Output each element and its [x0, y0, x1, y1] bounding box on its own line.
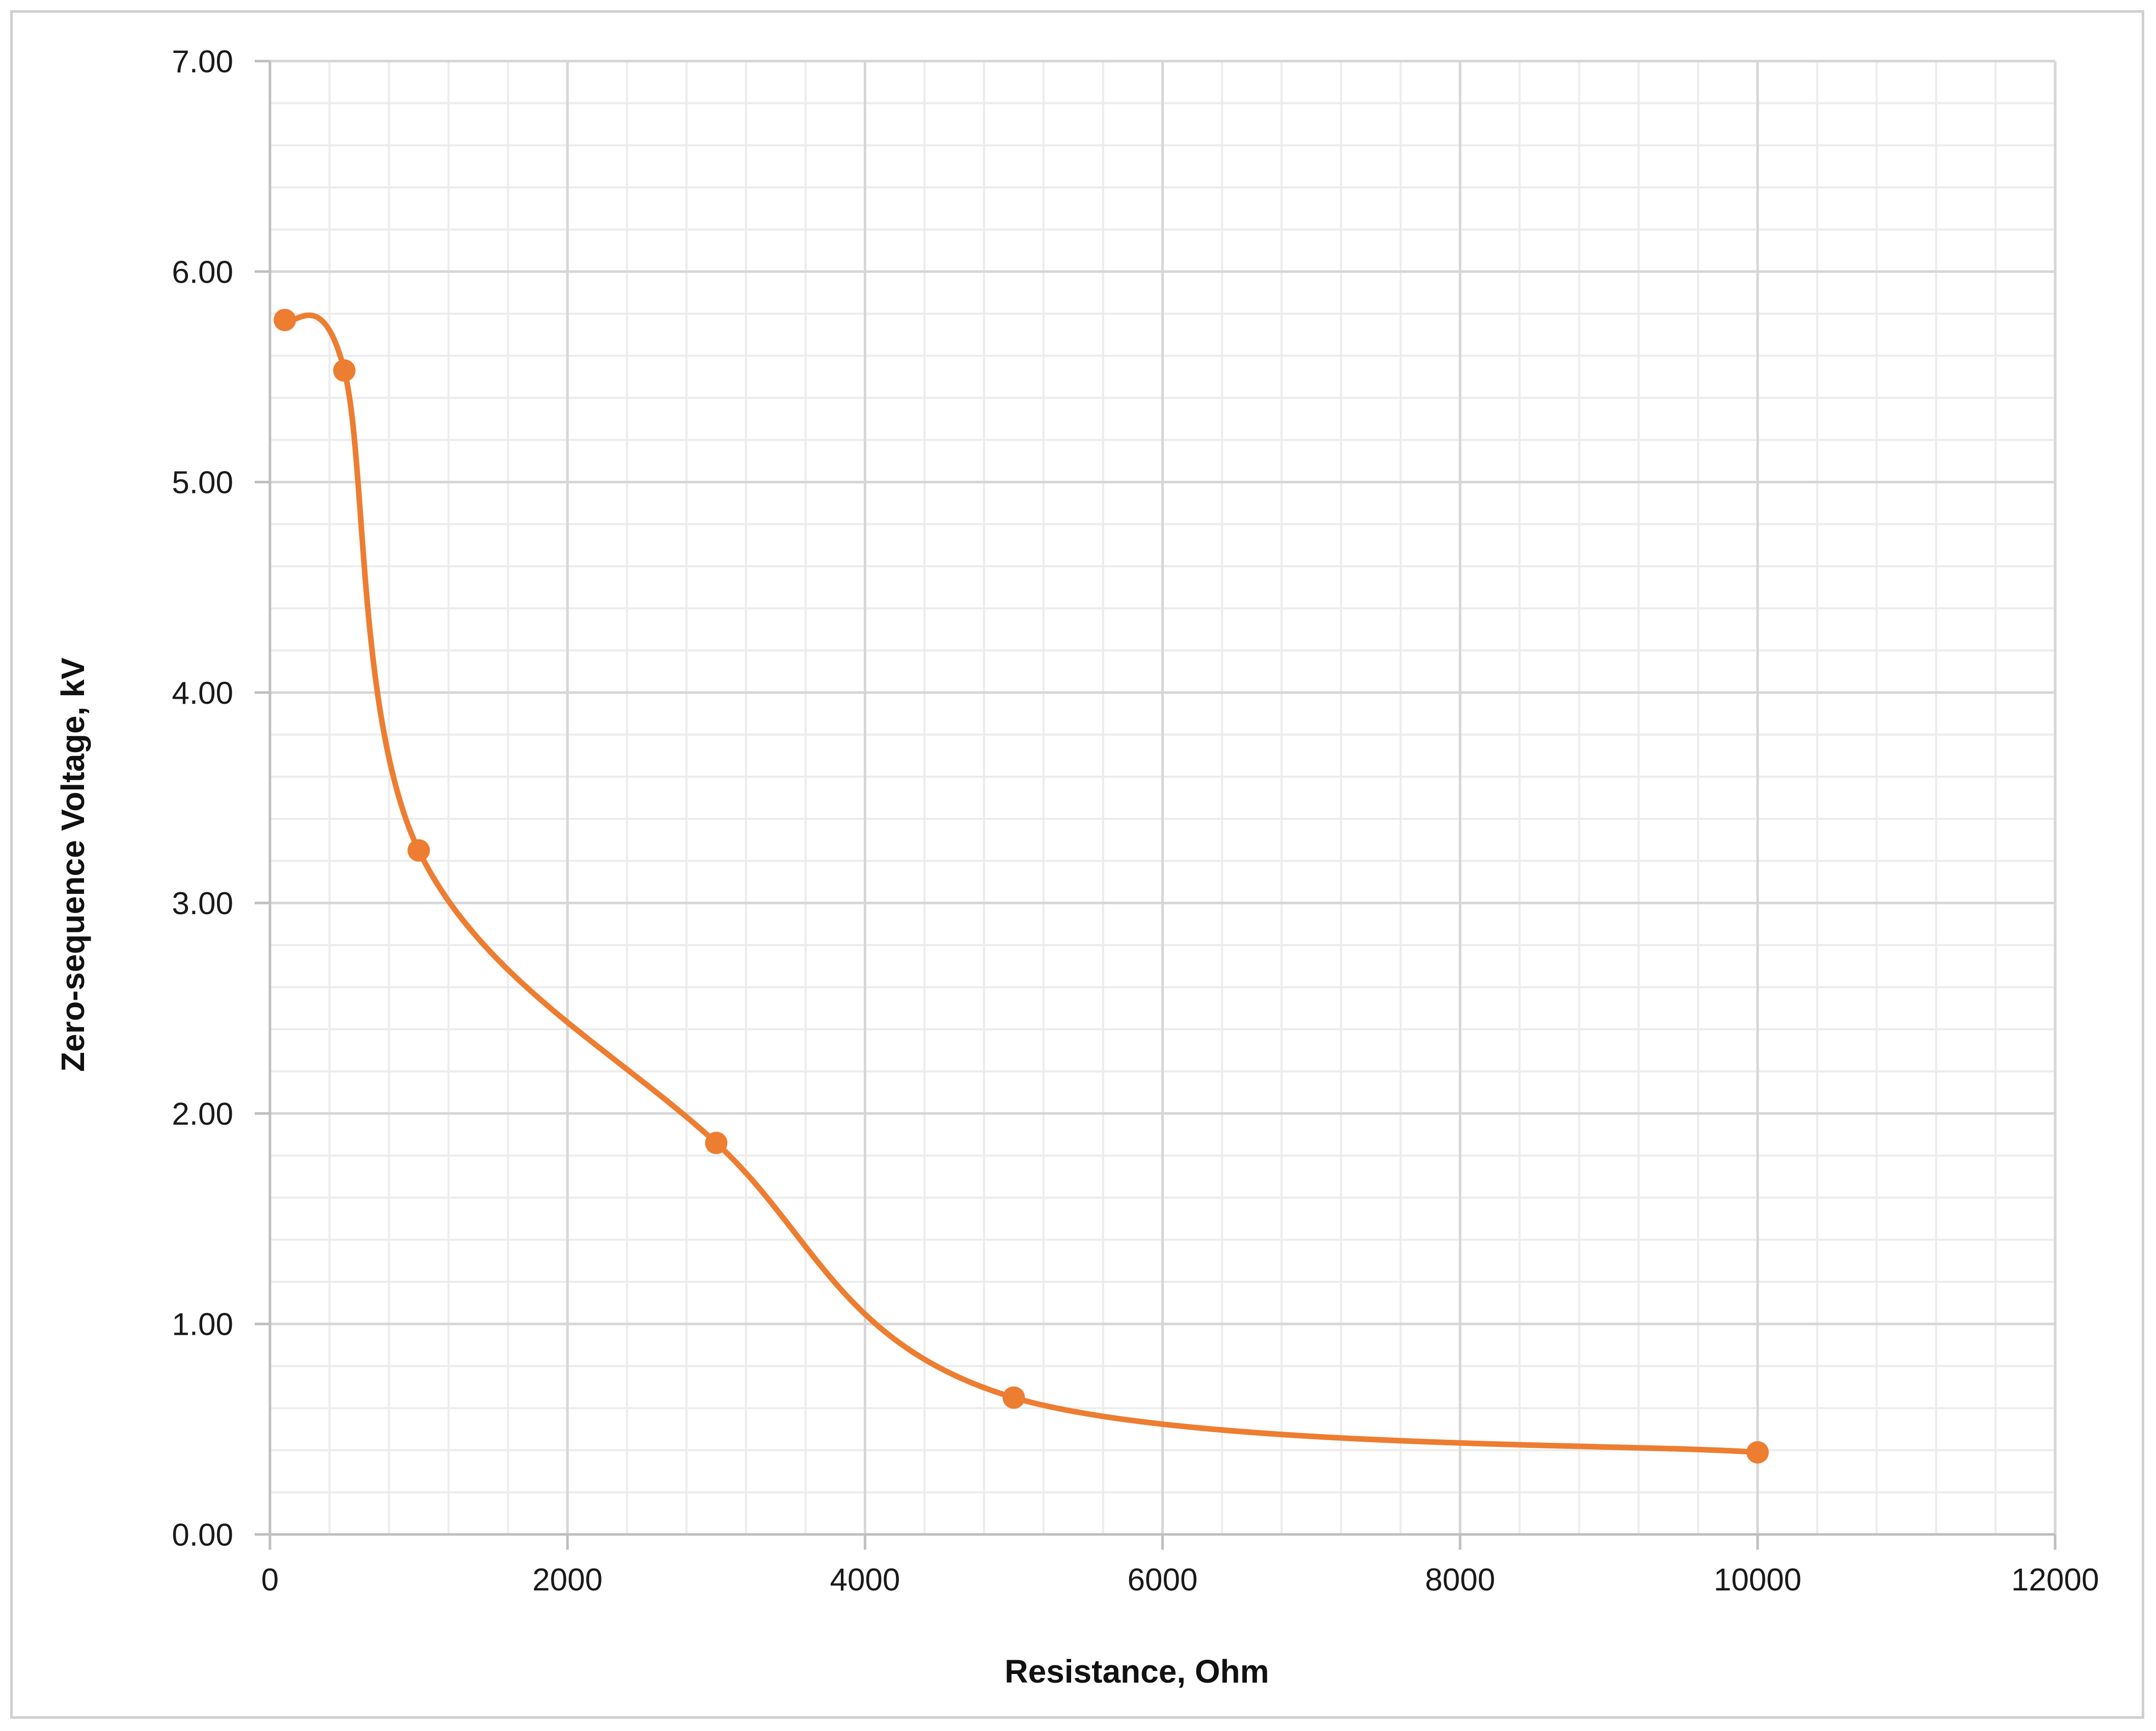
x-tick-label: 2000 — [532, 1562, 603, 1598]
data-point — [407, 839, 430, 862]
y-tick-label: 4.00 — [172, 676, 233, 711]
chart-frame — [10, 10, 2144, 1719]
data-point — [1002, 1386, 1025, 1409]
data-point — [705, 1132, 728, 1155]
y-tick-label: 0.00 — [172, 1518, 233, 1553]
y-tick-label: 5.00 — [172, 465, 233, 501]
y-tick-label: 7.00 — [172, 44, 233, 79]
axes — [255, 60, 2057, 1550]
x-tick-label: 12000 — [2011, 1562, 2099, 1598]
series-line — [282, 312, 1761, 1455]
x-tick-labels: 0 2000 4000 6000 8000 10000 12000 — [261, 1562, 2099, 1598]
data-point — [274, 309, 296, 332]
data-point — [333, 359, 356, 382]
y-tick-labels: 0.00 1.00 2.00 3.00 4.00 5.00 6.00 7.00 — [172, 44, 233, 1553]
x-axis-title: Resistance, Ohm — [1004, 1653, 1269, 1690]
y-tick-label: 3.00 — [172, 886, 233, 921]
y-tick-label: 2.00 — [172, 1096, 233, 1132]
major-grid — [270, 60, 2057, 1534]
y-tick-label: 1.00 — [172, 1307, 233, 1342]
data-point — [1746, 1441, 1769, 1464]
y-tick-label: 6.00 — [172, 255, 233, 290]
x-tick-label: 0 — [261, 1562, 279, 1598]
x-tick-label: 10000 — [1714, 1562, 1802, 1598]
series-layer — [274, 309, 1769, 1464]
x-tick-label: 4000 — [830, 1562, 900, 1598]
x-tick-label: 8000 — [1425, 1562, 1495, 1598]
y-axis-title: Zero-sequence Voltage, kV — [54, 657, 91, 1072]
x-tick-label: 6000 — [1128, 1562, 1198, 1598]
